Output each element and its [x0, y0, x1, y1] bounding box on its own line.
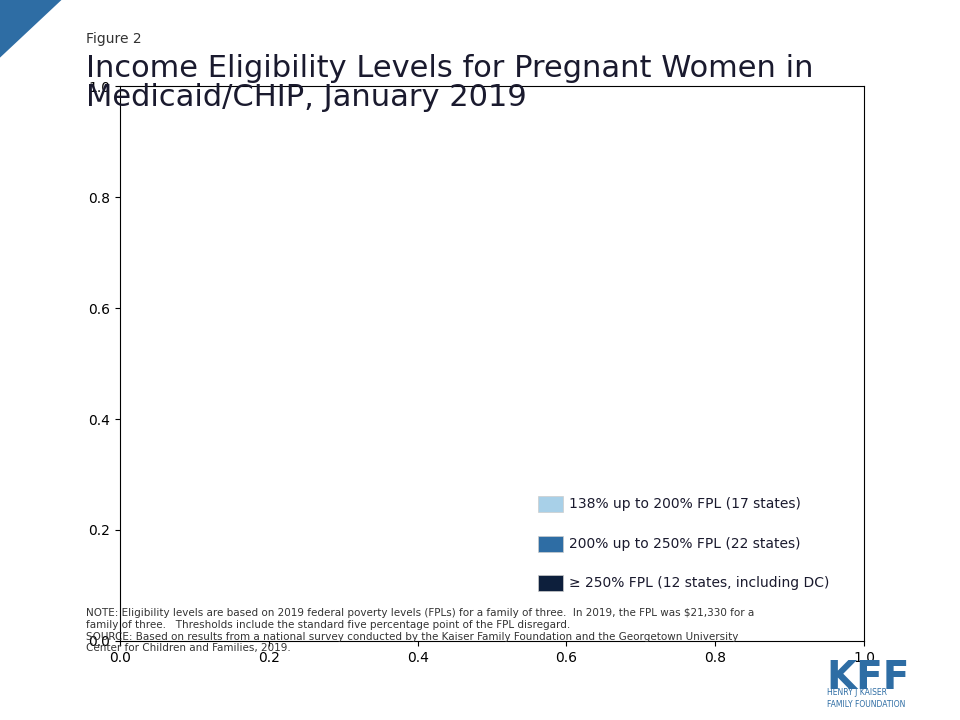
Text: ≥ 250% FPL (12 states, including DC): ≥ 250% FPL (12 states, including DC) — [569, 576, 829, 590]
Text: FAMILY FOUNDATION: FAMILY FOUNDATION — [827, 700, 905, 708]
Text: Figure 2: Figure 2 — [86, 32, 142, 46]
Text: NOTE: Eligibility levels are based on 2019 federal poverty levels (FPLs) for a f: NOTE: Eligibility levels are based on 20… — [86, 608, 755, 653]
Text: KFF: KFF — [827, 659, 910, 697]
Text: Medicaid/CHIP, January 2019: Medicaid/CHIP, January 2019 — [86, 83, 527, 112]
Text: Income Eligibility Levels for Pregnant Women in: Income Eligibility Levels for Pregnant W… — [86, 54, 814, 83]
Text: 138% up to 200% FPL (17 states): 138% up to 200% FPL (17 states) — [569, 497, 802, 511]
Text: HENRY J KAISER: HENRY J KAISER — [827, 688, 886, 697]
Text: 200% up to 250% FPL (22 states): 200% up to 250% FPL (22 states) — [569, 536, 801, 551]
Polygon shape — [0, 0, 77, 58]
